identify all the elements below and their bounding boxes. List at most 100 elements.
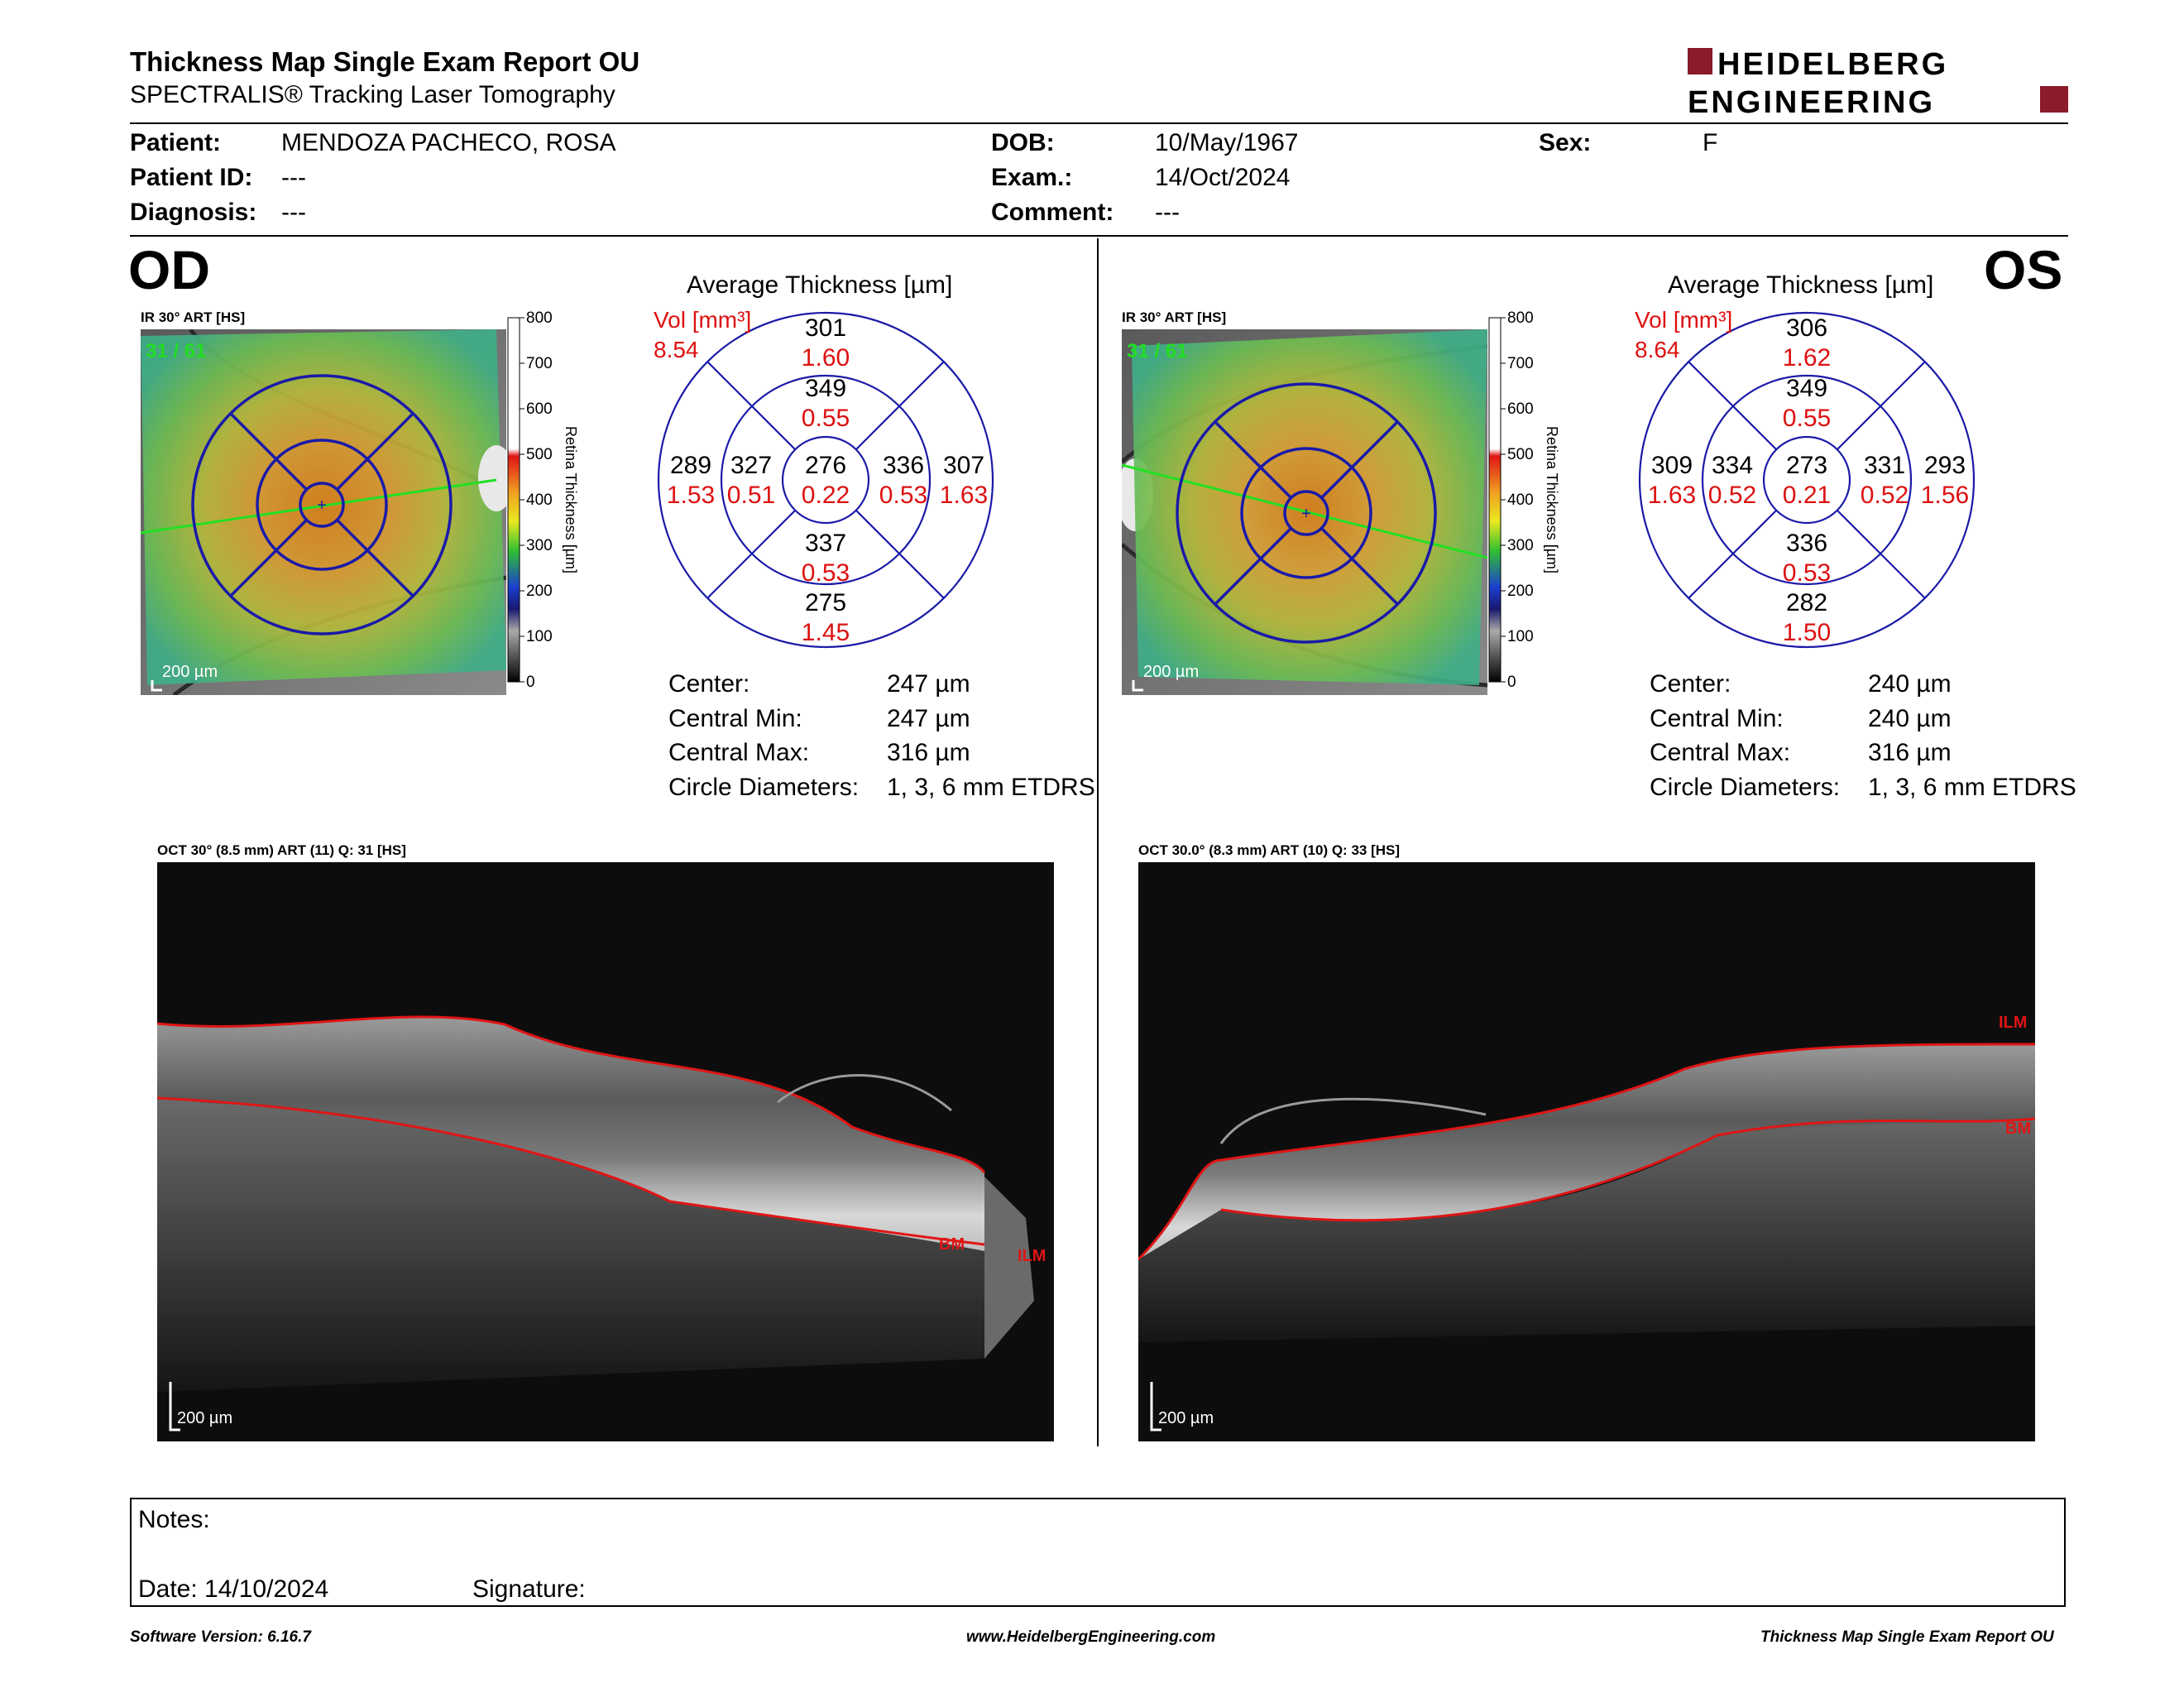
os-oct-bscan: ILM BM 200 µm: [1138, 862, 2035, 1441]
od-oct-scalebar: [169, 1382, 180, 1431]
os-center-value: 240 µm: [1868, 670, 1952, 698]
os-oct-scalebar: [1150, 1382, 1161, 1431]
scale-tick-label: 700: [526, 355, 553, 372]
os-bm-label: BM: [2005, 1120, 2031, 1138]
footer-url[interactable]: www.HeidelbergEngineering.com: [966, 1628, 1216, 1646]
signature-label: Signature:: [472, 1575, 586, 1603]
logo-line2: ENGINEERING: [1688, 85, 1935, 117]
os-outer-left-volume: 1.63: [1648, 482, 1696, 509]
od-outer-left-thickness: 289: [670, 452, 711, 479]
os-outer-sup-volume: 1.62: [1783, 344, 1831, 372]
patient-value: MENDOZA PACHECO, ROSA: [281, 129, 616, 156]
od-fovea-marker: +: [317, 496, 327, 515]
od-inner-sup-thickness: 349: [805, 375, 846, 402]
os-eye-label: OS: [1984, 239, 2063, 300]
os-central-min-value: 240 µm: [1868, 705, 1952, 732]
os-outer-left-thickness: 309: [1651, 452, 1693, 479]
comment-label: Comment:: [991, 199, 1114, 226]
notes-box[interactable]: Notes: Date: 14/10/2024 Signature:: [130, 1498, 2066, 1607]
os-inner-left-volume: 0.52: [1708, 482, 1756, 509]
scale-tick-label: 500: [1507, 446, 1534, 463]
os-inner-sup-thickness: 349: [1786, 375, 1827, 402]
od-bm-line: [157, 1096, 985, 1246]
od-outer-inf-thickness: 275: [805, 589, 846, 616]
os-vol-label: Vol [mm³]: [1635, 307, 1732, 333]
os-ir-label: IR 30° ART [HS]: [1122, 309, 1227, 325]
patient-id-value: ---: [281, 164, 306, 191]
os-circle-diam-label: Circle Diameters:: [1650, 774, 1841, 801]
od-etdrs-chart: Vol [mm³] 8.54 301 1.60 349 0.55 276 0.2…: [654, 307, 994, 649]
heidelberg-logo: HEIDELBERG ENGINEERING: [1688, 47, 2068, 117]
os-etdrs-overlay: [1176, 382, 1437, 644]
scale-tick-label: 800: [526, 309, 553, 327]
od-outer-sup-volume: 1.60: [802, 344, 850, 372]
os-outer-right-thickness: 293: [1924, 452, 1966, 479]
os-vol-total: 8.64: [1635, 337, 1680, 362]
os-inner-left-thickness: 334: [1712, 452, 1753, 479]
os-outer-sup-thickness: 306: [1786, 314, 1827, 342]
od-inner-right-thickness: 336: [883, 452, 924, 479]
od-inner-inf-thickness: 337: [805, 530, 846, 557]
os-outer-inf-thickness: 282: [1786, 589, 1827, 616]
scale-tick-label: 500: [526, 446, 553, 463]
os-ilm-label: ILM: [1999, 1014, 2027, 1032]
os-thickness-map: + 31 / 61 200 µm: [1122, 329, 1487, 695]
report-title: Thickness Map Single Exam Report OU: [130, 46, 640, 77]
dob-value: 10/May/1967: [1155, 129, 1299, 156]
os-inner-right-volume: 0.52: [1861, 482, 1909, 509]
logo-line1: HEIDELBERG: [1717, 47, 1948, 82]
scale-tick-label: 100: [1507, 628, 1534, 645]
os-color-scale: 800 700 600 500 400 300 200 100 0 Retina Thickne…: [1488, 309, 1560, 691]
od-ilm-label: ILM: [1018, 1247, 1046, 1265]
od-optic-disc: [478, 445, 506, 511]
os-bm-line: [1220, 1117, 2035, 1222]
od-frame-counter: 31 / 61: [146, 340, 206, 362]
exam-value: 14/Oct/2024: [1155, 164, 1291, 191]
od-ir-label: IR 30° ART [HS]: [141, 309, 246, 325]
od-inner-sup-volume: 0.55: [802, 405, 850, 432]
comment-value: ---: [1155, 199, 1180, 226]
os-outer-inf-volume: 1.50: [1783, 619, 1831, 646]
os-oct-scalebar-label: 200 µm: [1158, 1409, 1214, 1427]
od-inner-left-volume: 0.51: [727, 482, 775, 509]
scale-tick-label: 700: [1507, 355, 1534, 372]
od-central-min-value: 247 µm: [887, 705, 970, 732]
od-scalebar: [151, 680, 162, 692]
notes-label: Notes:: [138, 1506, 210, 1533]
od-avg-title: Average Thickness [µm]: [687, 271, 953, 299]
scale-tick-label: 800: [1507, 309, 1534, 327]
sex-value: F: [1703, 129, 1718, 156]
diagnosis-label: Diagnosis:: [130, 199, 257, 226]
footer-report-name: Thickness Map Single Exam Report OU: [1760, 1628, 2054, 1646]
os-inner-inf-thickness: 336: [1786, 530, 1827, 557]
patient-rule: [130, 235, 2068, 237]
od-center-label: Center:: [668, 670, 750, 698]
od-outer-inf-volume: 1.45: [802, 619, 850, 646]
center-divider: [1097, 238, 1099, 1446]
sex-label: Sex:: [1539, 129, 1592, 156]
scale-tick-label: 300: [1507, 537, 1534, 554]
od-central-max-value: 316 µm: [887, 739, 970, 766]
od-scan-line: [141, 478, 497, 535]
os-central-min-label: Central Min:: [1650, 705, 1784, 732]
od-outer-right-volume: 1.63: [940, 482, 988, 509]
os-fovea-marker: +: [1301, 505, 1311, 523]
os-scalebar-label: 200 µm: [1143, 663, 1199, 681]
os-inner-inf-volume: 0.53: [1783, 559, 1831, 587]
od-oct-label: OCT 30° (8.5 mm) ART (11) Q: 31 [HS]: [157, 842, 406, 858]
os-scalebar: [1132, 680, 1143, 692]
od-vol-label: Vol [mm³]: [654, 307, 751, 333]
os-outer-right-volume: 1.56: [1921, 482, 1969, 509]
scale-tick-label: 200: [526, 583, 553, 600]
footer-software-version: Software Version: 6.16.7: [130, 1628, 311, 1646]
diagnosis-value: ---: [281, 199, 306, 226]
patient-label: Patient:: [130, 129, 222, 156]
scale-tick-label: 600: [1507, 400, 1534, 418]
od-circle-diam-label: Circle Diameters:: [668, 774, 860, 801]
header-rule: [130, 122, 2068, 124]
os-etdrs-chart: Vol [mm³] 8.64 306 1.62 349 0.55 273 0.2…: [1635, 307, 1976, 649]
os-central-max-label: Central Max:: [1650, 739, 1791, 766]
od-etdrs-overlay: [191, 374, 453, 635]
od-outer-sup-thickness: 301: [805, 314, 846, 342]
os-avg-title: Average Thickness [µm]: [1668, 271, 1934, 299]
